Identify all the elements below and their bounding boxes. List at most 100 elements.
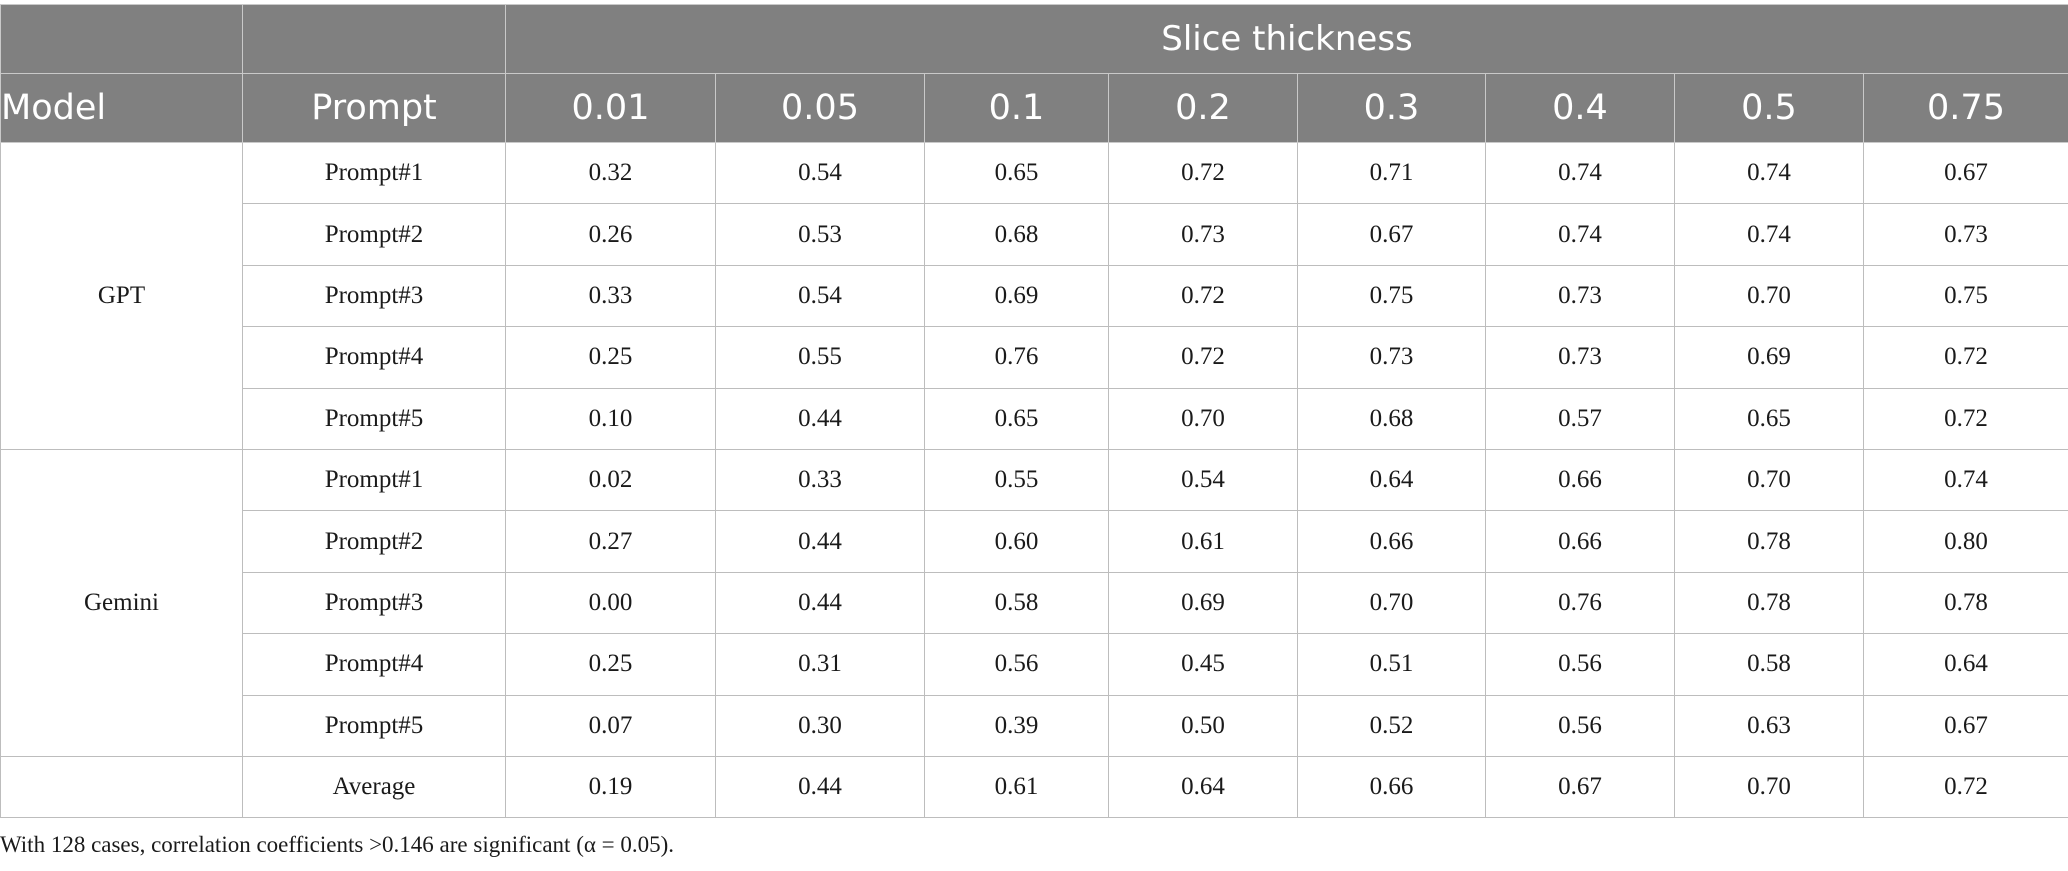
value-cell: 0.76 [924,326,1109,389]
value-cell: 0.33 [505,264,716,328]
value-cell: 0.56 [1485,694,1675,757]
value-cell: 0.74 [1863,448,2068,512]
value-cell: 0.66 [1485,510,1675,573]
average-value-cell: 0.70 [1674,755,1864,819]
value-cell: 0.75 [1863,264,2068,328]
value-cell: 0.70 [1108,387,1298,450]
table-row: Prompt#2 0.26 0.53 0.68 0.73 0.67 0.74 0… [1,203,2068,266]
thickness-header: 0.4 [1485,73,1675,143]
table-footnote: With 128 cases, correlation coefficients… [0,832,675,857]
value-cell: 0.74 [1674,141,1864,205]
value-cell: 0.54 [1108,448,1298,512]
value-cell: 0.00 [505,571,716,635]
value-cell: 0.53 [715,203,925,266]
value-cell: 0.55 [924,448,1109,512]
value-cell: 0.68 [924,203,1109,266]
thickness-header: 0.01 [505,73,716,143]
table-body: GPT Prompt#1 0.32 0.54 0.65 0.72 0.71 0.… [0,141,2068,819]
value-cell: 0.73 [1108,203,1298,266]
prompt-cell: Prompt#4 [242,633,506,696]
model-column-header: Model [0,73,243,143]
value-cell: 0.27 [505,510,716,573]
average-value-cell: 0.72 [1863,755,2068,819]
value-cell: 0.31 [715,633,925,696]
average-value-cell: 0.44 [715,755,925,819]
value-cell: 0.54 [715,141,925,205]
header-row-group: Slice thickness [0,4,2068,74]
prompt-cell: Prompt#1 [242,448,506,512]
value-cell: 0.52 [1297,694,1486,757]
value-cell: 0.73 [1297,326,1486,389]
table-row: Prompt#2 0.27 0.44 0.60 0.61 0.66 0.66 0… [1,510,2068,573]
model-cell-gemini: Gemini [0,448,243,757]
value-cell: 0.64 [1297,448,1486,512]
value-cell: 0.67 [1863,694,2068,757]
value-cell: 0.70 [1297,571,1486,635]
value-cell: 0.58 [924,571,1109,635]
thickness-header: 0.1 [924,73,1109,143]
prompt-cell: Prompt#2 [242,510,506,573]
value-cell: 0.51 [1297,633,1486,696]
value-cell: 0.67 [1863,141,2068,205]
thickness-header: 0.5 [1674,73,1864,143]
prompt-cell: Prompt#5 [242,387,506,450]
table-row: Prompt#5 0.10 0.44 0.65 0.70 0.68 0.57 0… [1,387,2068,450]
value-cell: 0.10 [505,387,716,450]
prompt-cell: Prompt#5 [242,694,506,757]
header-blank-prompt [242,4,506,74]
value-cell: 0.56 [924,633,1109,696]
value-cell: 0.44 [715,387,925,450]
value-cell: 0.78 [1863,571,2068,635]
value-cell: 0.54 [715,264,925,328]
value-cell: 0.72 [1863,387,2068,450]
value-cell: 0.65 [924,387,1109,450]
value-cell: 0.65 [924,141,1109,205]
value-cell: 0.80 [1863,510,2068,573]
value-cell: 0.61 [1108,510,1298,573]
value-cell: 0.32 [505,141,716,205]
value-cell: 0.56 [1485,633,1675,696]
table-row: Gemini Prompt#1 0.02 0.33 0.55 0.54 0.64… [0,448,2068,757]
prompt-column-header: Prompt [242,73,506,143]
value-cell: 0.78 [1674,510,1864,573]
value-cell: 0.50 [1108,694,1298,757]
prompt-cell: Prompt#3 [242,264,506,328]
value-cell: 0.58 [1674,633,1864,696]
prompt-cell: Prompt#2 [242,203,506,266]
value-cell: 0.30 [715,694,925,757]
value-cell: 0.78 [1674,571,1864,635]
table-row: Prompt#4 0.25 0.55 0.76 0.72 0.73 0.73 0… [1,326,2068,389]
value-cell: 0.33 [715,448,925,512]
model-cell-gpt: GPT [0,142,243,450]
value-cell: 0.26 [505,203,716,266]
value-cell: 0.63 [1674,694,1864,757]
value-cell: 0.44 [715,571,925,635]
average-row: Average 0.19 0.44 0.61 0.64 0.66 0.67 0.… [0,755,2068,819]
average-value-cell: 0.66 [1297,755,1486,819]
value-cell: 0.74 [1674,203,1864,266]
average-label: Average [242,755,506,819]
value-cell: 0.44 [715,510,925,573]
results-table-container: Slice thickness Model Prompt 0.01 0.05 0… [0,4,2068,819]
value-cell: 0.25 [505,633,716,696]
thickness-header: 0.05 [715,73,925,143]
value-cell: 0.57 [1485,387,1675,450]
average-value-cell: 0.61 [924,755,1109,819]
table-row: Prompt#5 0.07 0.30 0.39 0.50 0.52 0.56 0… [1,694,2068,757]
value-cell: 0.67 [1297,203,1486,266]
prompt-cell: Prompt#3 [242,571,506,635]
value-cell: 0.70 [1674,264,1864,328]
value-cell: 0.73 [1863,203,2068,266]
thickness-header: 0.75 [1863,73,2068,143]
correlation-table: Slice thickness Model Prompt 0.01 0.05 0… [0,4,2068,819]
prompt-cell: Prompt#1 [242,141,506,205]
value-cell: 0.76 [1485,571,1675,635]
value-cell: 0.70 [1674,448,1864,512]
value-cell: 0.72 [1108,141,1298,205]
thickness-header: 0.2 [1108,73,1298,143]
value-cell: 0.69 [1108,571,1298,635]
value-cell: 0.68 [1297,387,1486,450]
table-row: Prompt#3 0.33 0.54 0.69 0.72 0.75 0.73 0… [1,264,2068,328]
average-model-blank [0,755,243,819]
thickness-header: 0.3 [1297,73,1486,143]
